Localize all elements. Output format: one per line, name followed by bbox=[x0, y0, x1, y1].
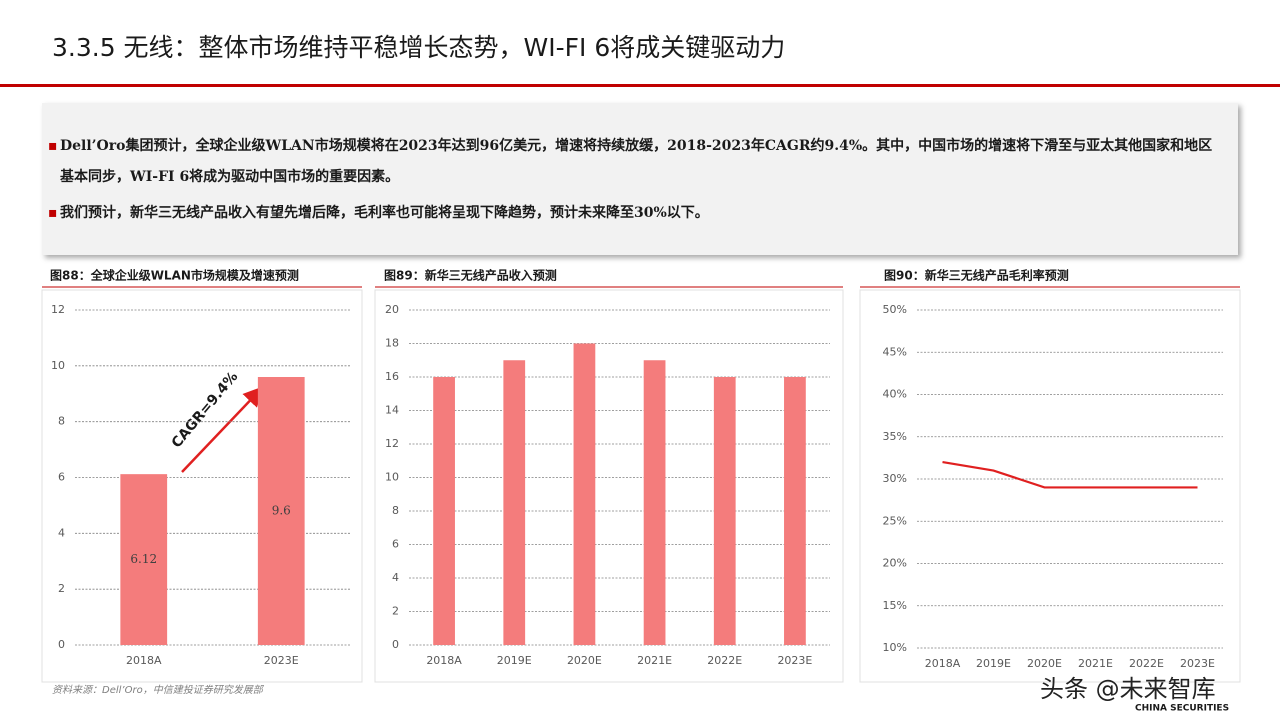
chart-title: 图89：新华三无线产品收入预测 bbox=[384, 268, 557, 283]
y-tick-label: 4 bbox=[58, 526, 65, 539]
y-tick-label: 2 bbox=[392, 605, 399, 618]
bar bbox=[433, 377, 455, 645]
data-label: 6.12 bbox=[130, 552, 157, 566]
bar bbox=[120, 474, 168, 645]
bar bbox=[643, 360, 666, 645]
y-tick-label: 25% bbox=[883, 514, 907, 527]
annotation: CAGR=9.4% bbox=[169, 369, 242, 451]
cagr-arrow bbox=[181, 386, 264, 473]
y-tick-label: 50% bbox=[883, 303, 907, 316]
data-label: 9.6 bbox=[272, 504, 291, 518]
y-tick-label: 12 bbox=[51, 303, 65, 316]
summary-box: Dell’Oro集团预计，全球企业级WLAN市场规模将在2023年达到96亿美元… bbox=[42, 103, 1238, 255]
panel bbox=[374, 289, 844, 683]
page-title: 3.3.5 无线：整体市场维持平稳增长态势，WI-FI 6将成关键驱动力 bbox=[52, 33, 786, 62]
y-tick-label: 30% bbox=[883, 472, 907, 485]
bar bbox=[257, 377, 305, 645]
y-tick-label: 6 bbox=[392, 538, 399, 551]
x-tick-label: 2023E bbox=[264, 654, 299, 667]
x-tick-label: 2022E bbox=[707, 654, 742, 667]
x-tick-label: 2019E bbox=[976, 657, 1011, 670]
x-tick-label: 2023E bbox=[1180, 657, 1215, 670]
x-tick-label: 2018A bbox=[126, 654, 162, 667]
y-tick-label: 20% bbox=[883, 557, 907, 570]
x-tick-label: 2023E bbox=[777, 654, 812, 667]
watermark: 头条 @未来智库 bbox=[1040, 675, 1216, 703]
y-tick-label: 12 bbox=[385, 437, 399, 450]
x-tick-label: 2020E bbox=[1027, 657, 1062, 670]
bar bbox=[573, 343, 596, 645]
x-tick-label: 2020E bbox=[567, 654, 602, 667]
bar bbox=[503, 360, 526, 645]
y-tick-label: 16 bbox=[385, 370, 399, 383]
x-tick-label: 2018A bbox=[925, 657, 961, 670]
y-tick-label: 45% bbox=[883, 345, 907, 358]
title-rule bbox=[0, 84, 1280, 87]
y-tick-label: 10 bbox=[51, 359, 65, 372]
logo-text: CHINA SECURITIES bbox=[1135, 704, 1229, 714]
y-tick-label: 0 bbox=[392, 638, 399, 651]
x-tick-label: 2021E bbox=[637, 654, 672, 667]
y-tick-label: 10% bbox=[883, 641, 907, 654]
bullet: Dell’Oro集团预计，全球企业级WLAN市场规模将在2023年达到96亿美元… bbox=[48, 131, 1220, 193]
y-tick-label: 18 bbox=[385, 337, 399, 350]
y-tick-label: 10 bbox=[385, 471, 399, 484]
y-tick-label: 35% bbox=[883, 430, 907, 443]
y-tick-label: 4 bbox=[392, 571, 399, 584]
x-tick-label: 2022E bbox=[1129, 657, 1164, 670]
y-tick-label: 15% bbox=[883, 599, 907, 612]
y-tick-label: 0 bbox=[58, 638, 65, 651]
bullet: 我们预计，新华三无线产品收入有望先增后降，毛利率也可能将呈现下降趋势，预计未来降… bbox=[48, 198, 1220, 229]
y-tick-label: 8 bbox=[58, 415, 65, 428]
line bbox=[942, 461, 1198, 489]
y-tick-label: 6 bbox=[58, 471, 65, 484]
y-tick-label: 20 bbox=[385, 303, 399, 316]
y-tick-label: 2 bbox=[58, 582, 65, 595]
y-tick-label: 40% bbox=[883, 388, 907, 401]
y-tick-label: 14 bbox=[385, 404, 399, 417]
panel bbox=[41, 289, 363, 683]
panel bbox=[859, 289, 1241, 683]
chart-title: 图88：全球企业级WLAN市场规模及增速预测 bbox=[50, 268, 299, 283]
x-tick-label: 2018A bbox=[426, 654, 462, 667]
x-tick-label: 2021E bbox=[1078, 657, 1113, 670]
source: 资料来源：Dell’Oro，中信建投证券研究发展部 bbox=[52, 684, 265, 696]
x-tick-label: 2019E bbox=[497, 654, 532, 667]
chart-title: 图90：新华三无线产品毛利率预测 bbox=[884, 268, 1069, 283]
bar bbox=[784, 377, 806, 645]
bar bbox=[713, 377, 736, 645]
y-tick-label: 8 bbox=[392, 504, 399, 517]
